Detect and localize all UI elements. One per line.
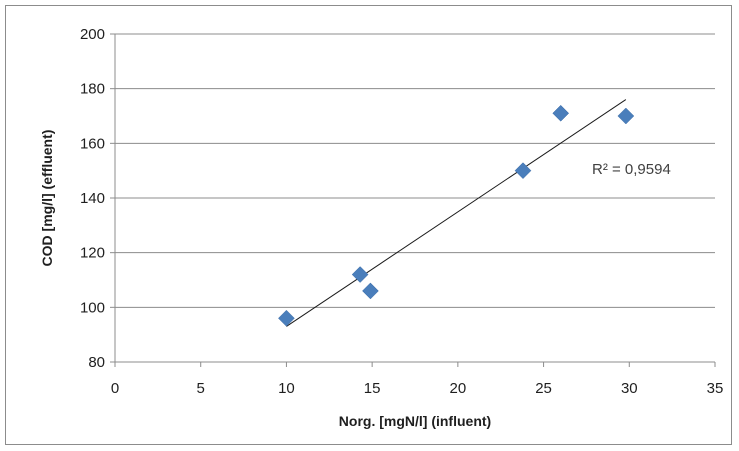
x-tick-label-30: 30 [621, 380, 638, 397]
y-tick-label-180: 180 [80, 81, 105, 98]
tick-labels: 80 100 120 140 160 180 200 0 5 10 15 20 25 30 35 [80, 26, 723, 397]
data-point-5 [552, 104, 570, 122]
x-tick-label-20: 20 [450, 380, 467, 397]
data-points [278, 104, 635, 327]
x-tick-label-0: 0 [111, 380, 119, 397]
x-axis-title: Norg. [mgN/l] (influent) [339, 413, 491, 429]
grid-lines [115, 33, 715, 308]
y-tick-label-120: 120 [80, 245, 105, 262]
r-squared-annotation: R² = 0,9594 [592, 161, 671, 178]
x-tick-label-25: 25 [535, 380, 552, 397]
chart-frame [5, 5, 732, 445]
data-point-4 [514, 162, 532, 180]
y-tick-label-140: 140 [80, 190, 105, 207]
x-tick-label-5: 5 [197, 380, 205, 397]
x-tick-label-10: 10 [278, 380, 295, 397]
data-point-6 [617, 107, 635, 125]
x-tick-label-15: 15 [364, 380, 381, 397]
y-tick-label-80: 80 [88, 354, 105, 371]
data-point-2 [351, 266, 369, 283]
y-tick-label-100: 100 [80, 299, 105, 316]
axes [110, 33, 716, 367]
y-axis-title: COD [mg/l] (effluent) [39, 130, 55, 267]
y-tick-label-160: 160 [80, 135, 105, 152]
data-point-1 [278, 309, 295, 327]
data-point-3 [362, 282, 379, 300]
x-tick-label-35: 35 [707, 380, 724, 397]
trendline [286, 99, 627, 327]
y-tick-label-200: 200 [80, 26, 105, 43]
